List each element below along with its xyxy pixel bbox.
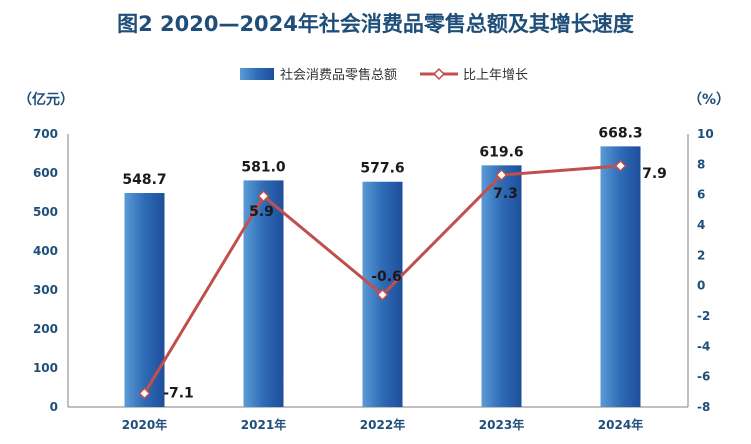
y-right-axis-label: （%） <box>688 92 730 108</box>
y-left-tick-label: 600 <box>33 166 58 180</box>
y-left-axis-label: （亿元） <box>18 91 74 108</box>
y-right-tick-label: -2 <box>697 309 710 323</box>
line-point <box>138 387 151 400</box>
line-series <box>138 159 627 400</box>
y-right-tick-label: -4 <box>697 339 710 353</box>
y-right-tick-label: 0 <box>697 279 705 293</box>
line-point <box>257 190 270 203</box>
bar-series <box>124 146 641 407</box>
y-left-tick-label: 700 <box>33 127 58 141</box>
line-value-label: -0.6 <box>371 269 402 285</box>
legend-line-marker <box>432 67 446 81</box>
y-right-tick-label: 10 <box>697 127 714 141</box>
bar-value-label: 668.3 <box>598 125 642 141</box>
y-right-tick-label: 2 <box>697 248 705 262</box>
chart-legend: 社会消费品零售总额 比上年增长 <box>240 67 528 83</box>
y-left-tick-label: 500 <box>33 205 58 219</box>
y-right-tick-label: -6 <box>697 370 710 384</box>
line-point <box>614 159 627 172</box>
data-labels: 548.7 581.0 577.6 619.6 668.3 -7.1 5.9 -0.6 7.3 7… <box>122 125 667 401</box>
y-left-tick-label: 400 <box>33 244 58 258</box>
legend-line-label: 比上年增长 <box>463 68 528 83</box>
y-left-tick-label: 100 <box>33 361 58 375</box>
y-right-tick-label: 4 <box>697 218 705 232</box>
line-value-label: 7.9 <box>642 166 667 182</box>
legend-bar-swatch <box>240 68 274 80</box>
x-tick-label: 2020年 <box>122 417 167 432</box>
line-point <box>376 288 389 301</box>
x-tick-label: 2021年 <box>241 417 286 432</box>
y-right-tick-label: 8 <box>697 157 705 171</box>
chart-axes: （亿元） （%） 0 100 200 300 400 500 600 700 -8 -6 -4 -2 0 2 4… <box>18 91 730 432</box>
y-left-tick-label: 300 <box>33 283 58 297</box>
bar <box>481 165 522 407</box>
y-left-tick-label: 0 <box>50 400 58 414</box>
y-left-tick-label: 200 <box>33 322 58 336</box>
bar-value-label: 581.0 <box>241 159 286 175</box>
x-tick-label: 2024年 <box>598 417 643 432</box>
bar-value-label: 548.7 <box>122 172 166 188</box>
x-tick-label: 2023年 <box>479 417 524 432</box>
x-tick-label: 2022年 <box>360 417 405 432</box>
bar <box>600 146 641 407</box>
y-right-tick-label: 6 <box>697 188 705 202</box>
bar-value-label: 619.6 <box>479 144 523 160</box>
chart-title: 图2 2020—2024年社会消费品零售总额及其增长速度 <box>117 12 634 36</box>
line-value-label: 5.9 <box>249 204 274 220</box>
bar <box>124 193 165 407</box>
bar-value-label: 577.6 <box>360 161 404 177</box>
line-value-label: -7.1 <box>163 385 194 401</box>
line-point <box>495 168 508 181</box>
y-right-tick-label: -8 <box>697 400 710 414</box>
line-value-label: 7.3 <box>493 186 518 202</box>
legend-bar-label: 社会消费品零售总额 <box>280 67 397 83</box>
